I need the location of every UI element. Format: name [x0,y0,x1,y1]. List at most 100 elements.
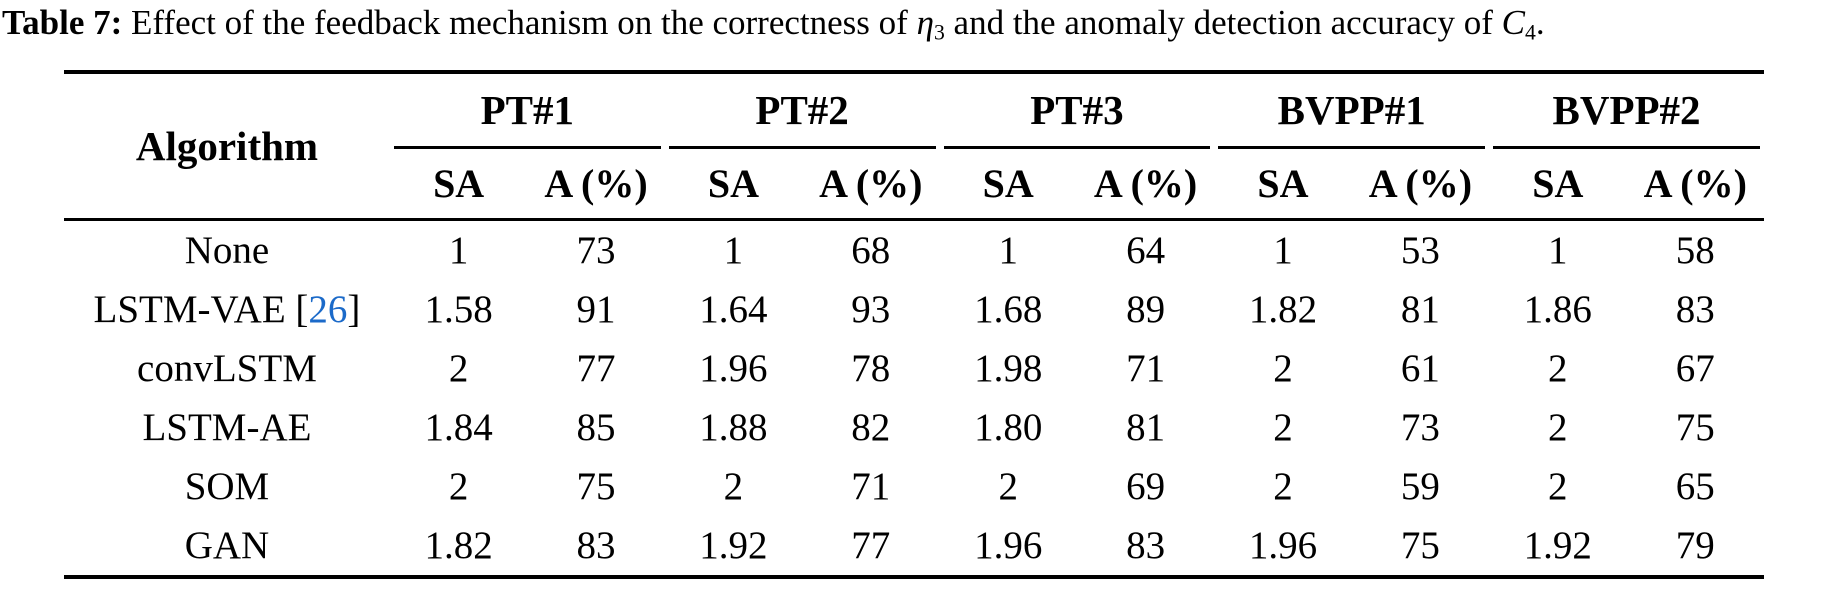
algorithm-label: GAN [184,524,270,567]
data-cell: 83 [527,516,665,579]
cmidrule-bvpp1 [1214,146,1489,149]
data-cell: 75 [1351,516,1490,579]
table-row: LSTM-AE 1.84 85 1.88 82 1.80 81 2 73 2 75 [64,398,1764,457]
cmidrule-pt2 [665,146,940,149]
data-cell: 77 [576,347,616,390]
data-cell: 61 [1400,347,1440,390]
data-cell: 2 [1273,347,1293,390]
data-cell: 68 [851,229,891,272]
data-cell: 1.80 [974,406,1043,449]
subheader-cell: SA [389,149,528,221]
cmidrule-pt1 [390,146,665,149]
caption-period: . [1535,3,1545,42]
data-cell: 65 [1675,465,1715,508]
citation-link[interactable]: 26 [308,288,348,331]
data-cell: 93 [851,288,891,331]
data-cell: 1.96 [699,347,768,390]
data-cell: 89 [1126,288,1166,331]
data-cell: 2 [1548,347,1568,390]
data-cell: 1.58 [424,288,493,331]
data-cell: 82 [851,406,891,449]
data-cell: 2 [723,465,744,508]
subheader-cell: A (%) [802,149,940,221]
data-cell: 53 [1400,229,1440,272]
data-cell: 2 [1548,406,1568,449]
table-body: None 1 73 1 68 1 64 1 53 1 58 LSTM-VAE [26] 1.58 91 1.… [64,220,1764,579]
data-cell: 83 [1076,516,1215,579]
data-cell: 58 [1675,229,1715,272]
data-cell: 2 [1548,465,1568,508]
subheader-cell: SA [1214,149,1352,221]
c-symbol: C [1501,3,1525,42]
group-header-row: Algorithm PT#1 PT#2 PT#3 BVPP#1 BVPP#2 [64,72,1764,221]
data-cell: 71 [1126,347,1166,390]
subheader-cell: A (%) [527,149,665,221]
data-cell: 78 [851,347,891,390]
group-underline-row [64,146,1764,149]
data-cell: 1 [723,229,744,272]
data-cell: 79 [1626,516,1764,579]
data-cell: 1 [448,229,469,272]
data-cell: 1 [998,229,1018,272]
data-cell: 1.98 [974,347,1043,390]
data-cell: 71 [851,465,891,508]
data-cell: 2 [448,465,469,508]
algorithm-cell: GAN [64,516,390,579]
algorithm-cell: convLSTM [64,339,390,398]
table-row: SOM 2 75 2 71 2 69 2 59 2 65 [64,457,1764,516]
algorithm-cell: LSTM-VAE [26] [93,288,361,331]
cmidrule-pt3 [940,146,1215,149]
cmidrule-bvpp2 [1489,146,1764,149]
table-row: None 1 73 1 68 1 64 1 53 1 58 [64,220,1764,281]
data-cell: 1 [1273,229,1293,272]
column-group-pt2: PT#2 [755,87,849,133]
data-cell: 1.82 [389,516,528,579]
algorithm-cell: LSTM-AE [64,398,390,457]
table-row: GAN 1.82 83 1.92 77 1.96 83 1.96 75 1.92 79 [64,516,1764,579]
data-cell: 81 [1126,406,1166,449]
data-cell: 2 [448,347,469,390]
data-cell: 59 [1400,465,1440,508]
data-cell: 2 [998,465,1018,508]
data-cell: 91 [576,288,616,331]
eta-symbol: η [916,3,934,42]
algorithm-label: LSTM-AE [142,406,312,449]
data-cell: 1.68 [974,288,1043,331]
data-cell: 73 [1400,406,1440,449]
data-cell: 83 [1675,288,1715,331]
subheader-cell: SA [1489,149,1627,221]
subheader-row: SA A (%) SA A (%) SA A (%) SA A (%) SA A (%) [64,149,1764,221]
column-group-bvpp1: BVPP#1 [1277,87,1426,133]
data-cell: 69 [1126,465,1166,508]
data-cell: 1.92 [664,516,803,579]
data-cell: 1.86 [1523,288,1592,331]
data-cell: 1.96 [1214,516,1352,579]
data-cell: 1 [1548,229,1568,272]
data-cell: 1.92 [1489,516,1627,579]
algorithm-label: None [184,229,270,272]
subheader-cell: A (%) [1076,149,1215,221]
column-group-pt1: PT#1 [480,87,575,133]
subheader-cell: A (%) [1626,149,1764,221]
caption-text-1: Effect of the feedback mechanism on the … [122,3,917,42]
algorithm-label: LSTM-VAE [93,288,286,331]
data-cell: 1.88 [699,406,768,449]
subheader-cell: A (%) [1351,149,1490,221]
data-cell: 1.84 [424,406,493,449]
data-cell: 75 [1675,406,1715,449]
data-cell: 2 [1273,406,1293,449]
data-cell: 2 [1273,465,1293,508]
data-cell: 73 [576,229,616,272]
algorithm-label: convLSTM [137,347,317,390]
column-group-bvpp2: BVPP#2 [1552,87,1701,133]
table-row: convLSTM 2 77 1.96 78 1.98 71 2 61 2 67 [64,339,1764,398]
column-group-pt3: PT#3 [1030,87,1124,133]
data-cell: 1.96 [939,516,1077,579]
data-cell: 75 [576,465,616,508]
caption-text-2: and the anomaly detection accuracy of [944,3,1502,42]
data-cell: 81 [1400,288,1440,331]
data-cell: 1.64 [699,288,768,331]
data-cell: 64 [1126,229,1166,272]
c-subscript: 4 [1524,20,1536,45]
